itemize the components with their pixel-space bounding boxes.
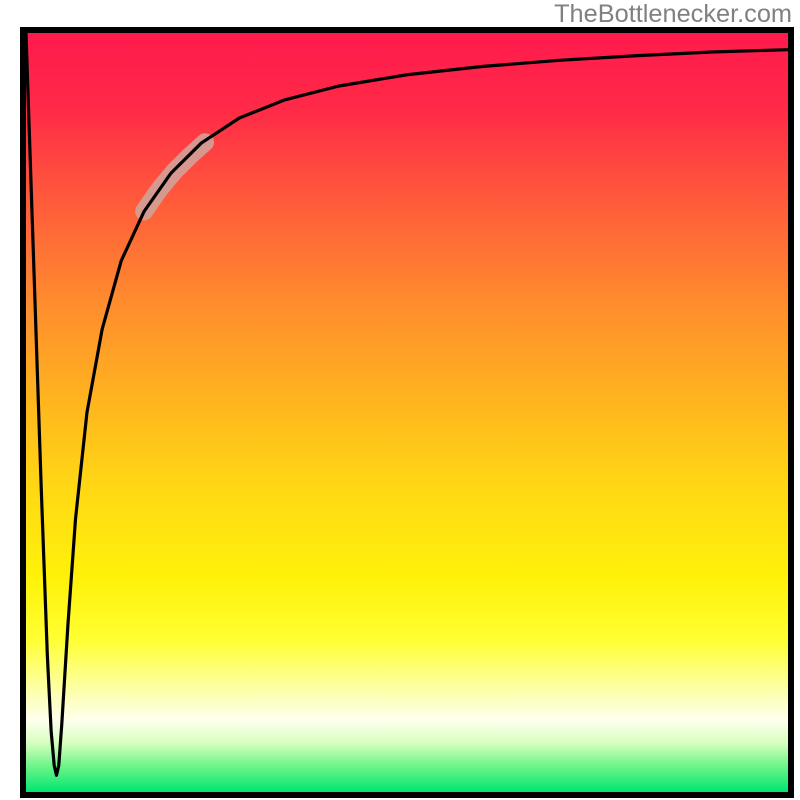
chart-root: TheBottlenecker.com — [0, 0, 800, 800]
plot-frame — [20, 27, 794, 798]
attribution-text: TheBottlenecker.com — [554, 0, 792, 29]
bottleneck-curve — [26, 33, 788, 775]
plot-svg — [26, 33, 788, 792]
